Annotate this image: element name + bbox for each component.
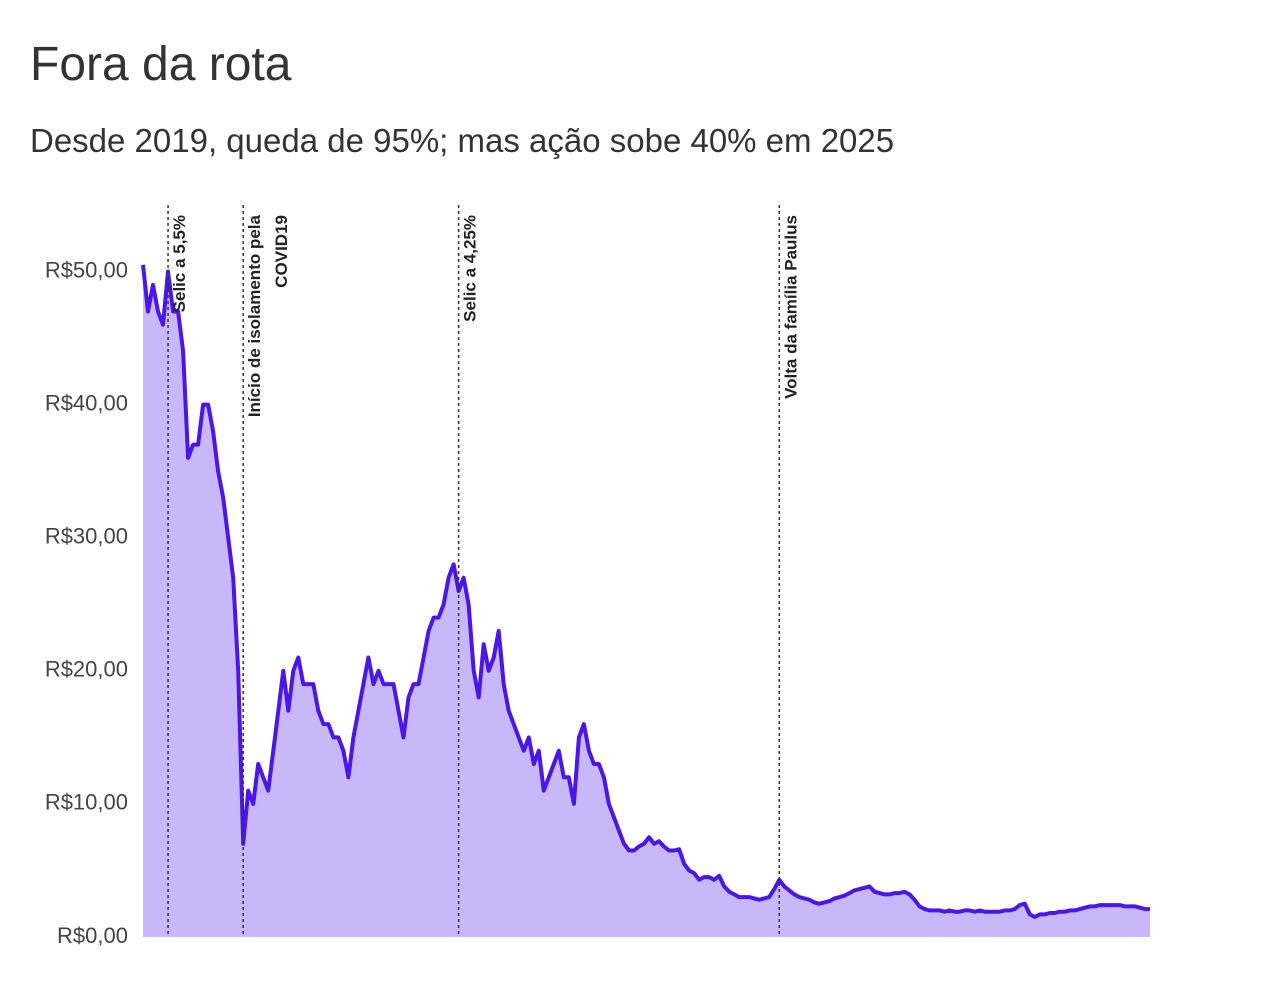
y-tick-label: R$20,00	[45, 657, 128, 682]
line	[141, 264, 1150, 919]
annotation-text: Selic a 4,25%	[461, 215, 480, 322]
annotation-text: Volta da família Paulus	[781, 215, 800, 399]
annotation-text: Início de isolamento pela	[245, 214, 264, 417]
area	[143, 264, 1150, 937]
y-tick-label: R$0,00	[57, 923, 128, 948]
y-tick-label: R$50,00	[45, 257, 128, 282]
chart-title: Fora da rota	[30, 38, 292, 91]
annotation-text: COVID19	[272, 215, 291, 288]
y-tick-label: R$10,00	[45, 790, 128, 815]
y-tick-label: R$40,00	[45, 390, 128, 415]
chart-subtitle: Desde 2019, queda de 95%; mas ação sobe …	[30, 122, 894, 159]
annotation-text: Selic a 5,5%	[170, 215, 189, 312]
y-tick-label: R$30,00	[45, 524, 128, 549]
